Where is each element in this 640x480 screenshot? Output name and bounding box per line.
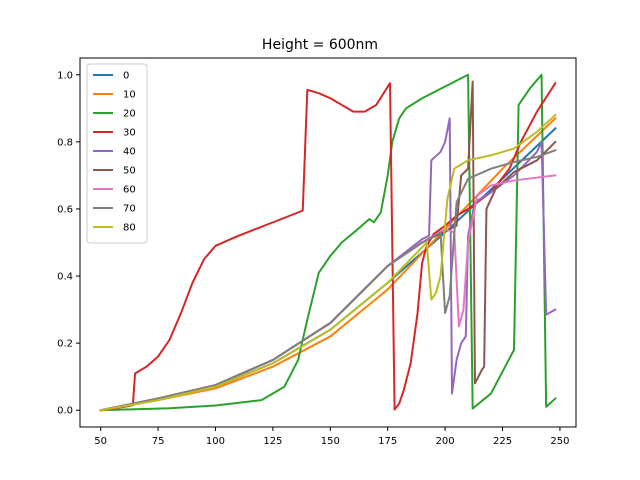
y-tick-label: 0.4 <box>57 272 73 283</box>
x-tick-label: 50 <box>94 436 107 447</box>
legend-box <box>86 63 148 244</box>
y-tick-label: 0.0 <box>57 406 73 417</box>
series-line-50 <box>99 80 557 412</box>
series-line-70 <box>99 148 557 412</box>
legend-label-40: 40 <box>123 147 136 158</box>
legend-label-30: 30 <box>123 128 136 139</box>
axis-ticks: 50 75 100 125 150 175 200 225 2500.00.20.40.60.8… <box>57 70 569 447</box>
series-line-20 <box>99 73 557 412</box>
x-tick-label: 150 <box>321 436 340 447</box>
y-tick-label: 1.0 <box>57 70 73 81</box>
x-tick-label: 100 <box>206 436 225 447</box>
legend-label-0: 0 <box>123 71 129 82</box>
legend-label-10: 10 <box>123 90 136 101</box>
chart-title: Height = 600nm <box>262 37 378 53</box>
legend-label-60: 60 <box>123 185 136 196</box>
y-tick-label: 0.8 <box>57 137 73 148</box>
legend-label-70: 70 <box>123 204 136 215</box>
x-tick-label: 225 <box>493 436 512 447</box>
legend-label-50: 50 <box>123 166 136 177</box>
legend: 0 10 20 30 40 50 60 70 80 <box>86 63 148 244</box>
plot-frame <box>79 57 577 428</box>
x-tick-label: 125 <box>263 436 282 447</box>
x-tick-label: 75 <box>152 436 165 447</box>
series-line-10 <box>99 116 557 412</box>
y-tick-label: 0.6 <box>57 204 73 215</box>
series-layer <box>99 73 557 412</box>
series-line-40 <box>99 117 557 412</box>
series-line-30 <box>99 81 557 412</box>
x-tick-label: 175 <box>378 436 397 447</box>
y-tick-label: 0.2 <box>57 339 73 350</box>
x-tick-label: 200 <box>436 436 455 447</box>
legend-label-80: 80 <box>123 223 136 234</box>
x-tick-label: 250 <box>550 436 569 447</box>
legend-label-20: 20 <box>123 109 136 120</box>
series-line-80 <box>99 113 557 412</box>
